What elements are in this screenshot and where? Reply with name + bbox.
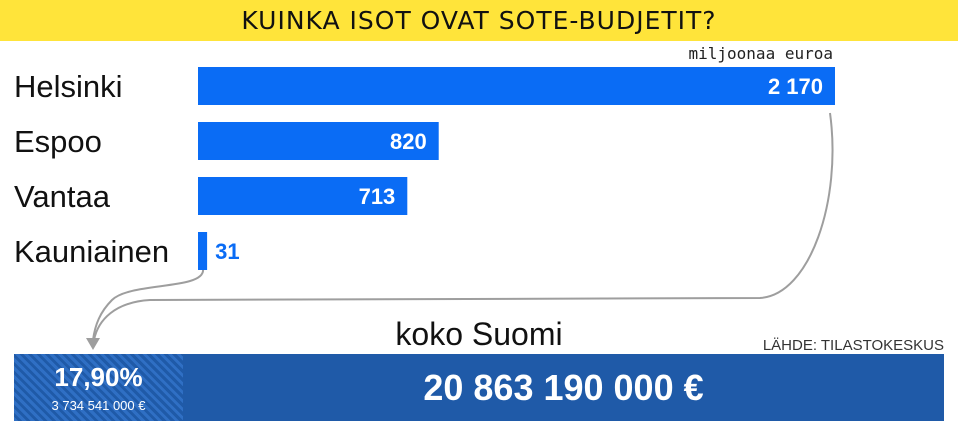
category-label-espoo: Espoo: [14, 124, 102, 159]
category-label-vantaa: Vantaa: [14, 179, 111, 214]
share-amount: 3 734 541 000 €: [51, 398, 146, 413]
value-label-vantaa: 713: [359, 184, 396, 209]
source-label: LÄHDE: TILASTOKESKUS: [762, 337, 944, 354]
bar-vantaa: [198, 177, 408, 215]
total-caption: koko Suomi: [395, 316, 563, 352]
value-label-kauniainen: 31: [215, 239, 239, 264]
share-percent: 17,90%: [54, 362, 143, 392]
value-label-helsinki: 2 170: [768, 74, 823, 99]
bar-helsinki: [198, 67, 835, 105]
unit-label: miljoonaa euroa: [688, 44, 834, 63]
chart-title: KUINKA ISOT OVAT SOTE-BUDJETIT?: [241, 6, 717, 35]
total-budget-bar: 17,90% 3 734 541 000 € 20 863 190 000 €: [14, 354, 944, 421]
bar-kauniainen: [198, 232, 208, 270]
kauniainen-connector-line: [92, 269, 205, 341]
title-banner: KUINKA ISOT OVAT SOTE-BUDJETIT?: [0, 0, 958, 41]
connector-arrowhead: [86, 338, 100, 350]
value-label-espoo: 820: [390, 129, 427, 154]
category-label-helsinki: Helsinki: [14, 69, 123, 104]
bar-espoo: [198, 122, 439, 160]
category-label-kauniainen: Kauniainen: [14, 234, 169, 269]
total-amount: 20 863 190 000 €: [423, 367, 704, 408]
capital-region-share-box: 17,90% 3 734 541 000 €: [14, 354, 183, 421]
helsinki-connector-line: [93, 112, 834, 341]
